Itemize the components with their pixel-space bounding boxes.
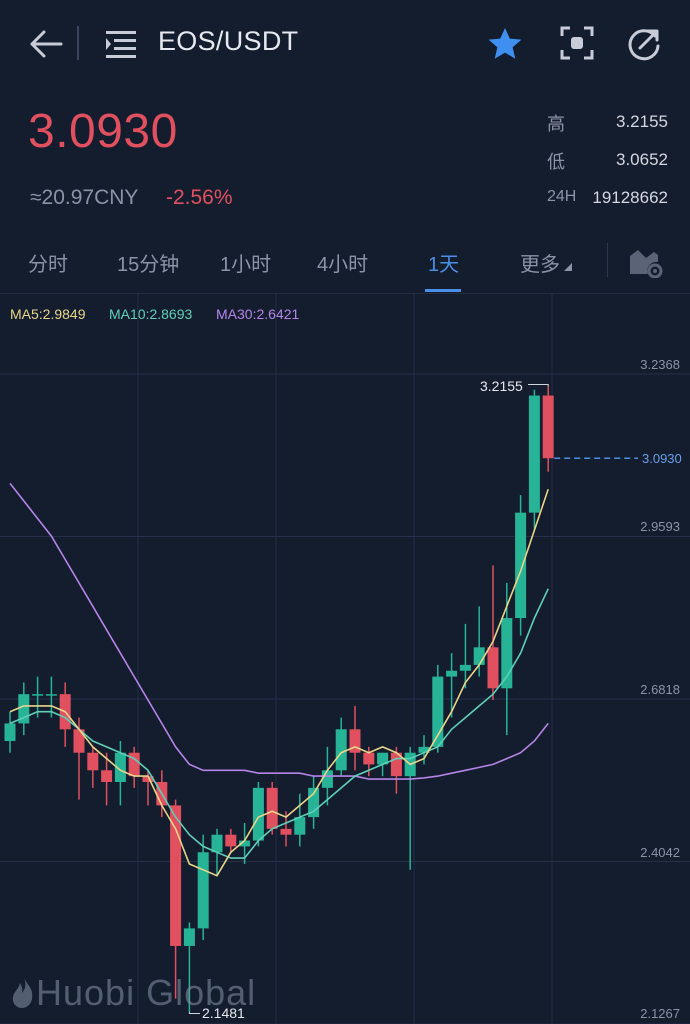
candle-body	[487, 647, 499, 689]
candle-body	[252, 787, 264, 841]
ma30-line	[9, 482, 549, 780]
high-value: 3.2155	[616, 112, 668, 131]
candle-body	[446, 670, 458, 677]
candle-body	[308, 787, 320, 818]
candlestick-chart[interactable]	[0, 294, 690, 1024]
tab-more-label: 更多	[520, 254, 560, 276]
candle-body	[128, 752, 140, 777]
tab-15min[interactable]: 15分钟	[117, 254, 180, 276]
volume-value: 19128662	[592, 188, 668, 207]
watermark-text: Huobi Global	[36, 972, 257, 1013]
tab-timeshare[interactable]: 分时	[28, 254, 68, 276]
candle-body	[432, 676, 444, 747]
trading-pair-title[interactable]: EOS/USDT	[158, 26, 299, 56]
candle-body	[114, 752, 126, 782]
y-tick-label: 2.4042	[640, 845, 680, 860]
y-tick-label: 2.6818	[640, 682, 680, 697]
menu-list-icon[interactable]	[104, 28, 138, 60]
candle-body	[377, 752, 389, 765]
candle-body	[390, 752, 402, 777]
share-icon[interactable]	[626, 26, 662, 62]
active-tab-indicator	[425, 289, 461, 292]
candle-body	[197, 852, 209, 929]
high-marker-label: 3.2155	[480, 378, 523, 394]
ma5-label: MA5:2.9849	[10, 306, 86, 322]
candle-body	[294, 817, 306, 835]
tab-1day[interactable]: 1天	[428, 254, 460, 276]
tab-divider	[607, 243, 608, 277]
candle-body	[183, 928, 195, 946]
tabs-bottom-border	[0, 293, 690, 294]
candle-body	[73, 729, 85, 753]
candle-body	[321, 770, 333, 788]
header-divider	[77, 26, 79, 60]
candle-body	[32, 694, 44, 696]
y-tick-label: 2.1267	[640, 1006, 680, 1021]
low-value: 3.0652	[616, 150, 668, 169]
chart-settings-icon[interactable]	[628, 246, 664, 278]
candle-body	[418, 746, 430, 753]
flame-logo-icon	[12, 977, 33, 1008]
candle-body	[459, 664, 471, 671]
candle-body	[528, 395, 540, 513]
candle-body	[239, 840, 251, 847]
candle-body	[170, 805, 182, 946]
ma30-label: MA30:2.6421	[216, 306, 300, 322]
last-price-label: 3.0930	[642, 451, 682, 466]
y-tick-label: 2.9593	[640, 519, 680, 534]
tab-1hour[interactable]: 1小时	[220, 254, 272, 276]
candle-body	[142, 776, 154, 782]
volume-label: 24H	[547, 188, 577, 205]
candle-body	[363, 752, 375, 765]
candle-body	[101, 770, 113, 782]
cny-price: ≈20.97CNY	[30, 186, 139, 209]
candle-body	[266, 787, 278, 829]
candle-body	[280, 828, 292, 835]
candle-body	[349, 729, 361, 753]
back-arrow-icon[interactable]	[28, 28, 64, 60]
ma5-line	[9, 488, 549, 877]
candle-body	[473, 647, 485, 665]
interval-tabs: 分时 15分钟 1小时 4小时 1天 更多	[0, 238, 690, 294]
candle-body	[45, 694, 57, 696]
candle-body	[4, 723, 16, 742]
candle-body	[87, 752, 99, 771]
low-label: 低	[547, 152, 565, 172]
dropdown-triangle-icon	[564, 263, 572, 271]
candle-body	[515, 512, 527, 619]
high-marker-line	[528, 384, 549, 387]
candle-body	[335, 729, 347, 771]
candle-body	[211, 834, 223, 853]
top-bar: EOS/USDT	[0, 0, 690, 88]
tab-4hour[interactable]: 4小时	[317, 254, 369, 276]
low-marker-label: 2.1481	[202, 1005, 245, 1021]
candle-body	[225, 834, 237, 847]
candle-body	[501, 618, 513, 689]
ma10-label: MA10:2.8693	[109, 306, 193, 322]
last-price: 3.0930	[28, 105, 178, 158]
scan-icon[interactable]	[560, 26, 594, 60]
star-icon[interactable]	[486, 26, 524, 62]
candle-body	[542, 395, 554, 459]
y-tick-label: 3.2368	[640, 357, 680, 372]
candle-body	[18, 694, 30, 724]
high-label: 高	[547, 114, 565, 134]
huobi-watermark: Huobi Global	[10, 972, 256, 1014]
ma10-line	[9, 588, 549, 859]
tab-more[interactable]: 更多	[520, 248, 572, 277]
price-change: -2.56%	[166, 186, 233, 209]
low-marker-line	[188, 1011, 200, 1014]
